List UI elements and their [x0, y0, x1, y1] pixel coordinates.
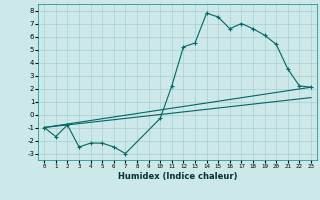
X-axis label: Humidex (Indice chaleur): Humidex (Indice chaleur)	[118, 172, 237, 181]
